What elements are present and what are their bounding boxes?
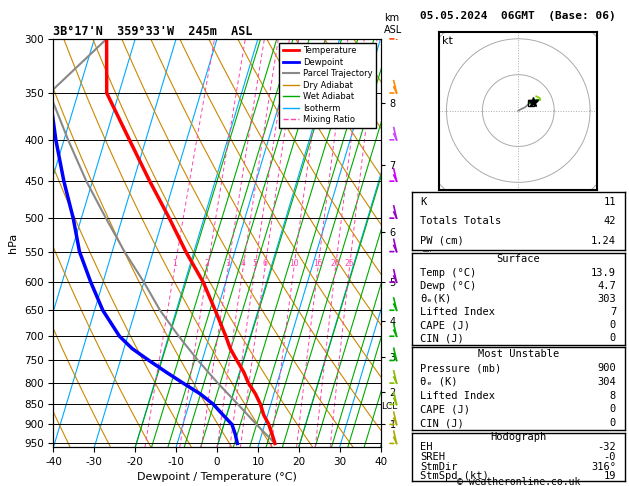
Text: 8: 8 bbox=[610, 391, 616, 400]
Text: 05.05.2024  06GMT  (Base: 06): 05.05.2024 06GMT (Base: 06) bbox=[420, 11, 616, 21]
Text: 900: 900 bbox=[598, 363, 616, 373]
Text: K: K bbox=[421, 197, 426, 207]
Text: StmSpd (kt): StmSpd (kt) bbox=[421, 471, 489, 481]
Text: CIN (J): CIN (J) bbox=[421, 418, 464, 428]
Text: kt: kt bbox=[442, 36, 454, 46]
Text: 5: 5 bbox=[252, 259, 257, 268]
Text: θₑ (K): θₑ (K) bbox=[421, 377, 458, 387]
Text: Lifted Index: Lifted Index bbox=[421, 307, 496, 317]
Text: 304: 304 bbox=[598, 377, 616, 387]
Text: 1: 1 bbox=[172, 259, 177, 268]
Text: 19: 19 bbox=[604, 471, 616, 481]
Text: Dewp (°C): Dewp (°C) bbox=[421, 281, 477, 291]
Text: StmDir: StmDir bbox=[421, 462, 458, 471]
Legend: Temperature, Dewpoint, Parcel Trajectory, Dry Adiabat, Wet Adiabat, Isotherm, Mi: Temperature, Dewpoint, Parcel Trajectory… bbox=[279, 43, 376, 128]
Text: 25: 25 bbox=[344, 259, 354, 268]
Text: © weatheronline.co.uk: © weatheronline.co.uk bbox=[457, 477, 580, 486]
Text: 15: 15 bbox=[313, 259, 323, 268]
Text: 20: 20 bbox=[330, 259, 340, 268]
Text: 10: 10 bbox=[289, 259, 298, 268]
Text: 13.9: 13.9 bbox=[591, 267, 616, 278]
Text: CAPE (J): CAPE (J) bbox=[421, 320, 470, 330]
Text: Totals Totals: Totals Totals bbox=[421, 216, 502, 226]
Text: Mixing Ratio (g/kg): Mixing Ratio (g/kg) bbox=[420, 197, 430, 289]
Text: 0: 0 bbox=[610, 404, 616, 415]
Text: 3B°17'N  359°33'W  245m  ASL: 3B°17'N 359°33'W 245m ASL bbox=[53, 25, 253, 38]
Text: 4.7: 4.7 bbox=[598, 281, 616, 291]
Text: 2: 2 bbox=[205, 259, 209, 268]
Text: 0: 0 bbox=[610, 333, 616, 344]
Text: θₑ(K): θₑ(K) bbox=[421, 294, 452, 304]
Text: -32: -32 bbox=[598, 442, 616, 452]
Text: CIN (J): CIN (J) bbox=[421, 333, 464, 344]
X-axis label: Dewpoint / Temperature (°C): Dewpoint / Temperature (°C) bbox=[137, 472, 297, 483]
Text: 6: 6 bbox=[262, 259, 267, 268]
Text: 3: 3 bbox=[225, 259, 230, 268]
Text: SREH: SREH bbox=[421, 452, 445, 462]
Text: 1.24: 1.24 bbox=[591, 236, 616, 245]
Text: 316°: 316° bbox=[591, 462, 616, 471]
Text: Temp (°C): Temp (°C) bbox=[421, 267, 477, 278]
Text: LCL: LCL bbox=[381, 402, 397, 411]
Text: 0: 0 bbox=[610, 320, 616, 330]
Text: 4: 4 bbox=[240, 259, 245, 268]
Text: Surface: Surface bbox=[496, 254, 540, 264]
Text: 303: 303 bbox=[598, 294, 616, 304]
Text: 7: 7 bbox=[610, 307, 616, 317]
Text: Lifted Index: Lifted Index bbox=[421, 391, 496, 400]
Text: EH: EH bbox=[421, 442, 433, 452]
Y-axis label: hPa: hPa bbox=[8, 233, 18, 253]
Text: 11: 11 bbox=[604, 197, 616, 207]
Text: 0: 0 bbox=[610, 418, 616, 428]
Text: 42: 42 bbox=[604, 216, 616, 226]
Text: Hodograph: Hodograph bbox=[490, 433, 547, 442]
Text: -0: -0 bbox=[604, 452, 616, 462]
Text: PW (cm): PW (cm) bbox=[421, 236, 464, 245]
Text: Most Unstable: Most Unstable bbox=[477, 349, 559, 359]
Text: CAPE (J): CAPE (J) bbox=[421, 404, 470, 415]
Text: Pressure (mb): Pressure (mb) bbox=[421, 363, 502, 373]
Text: km
ASL: km ASL bbox=[384, 13, 402, 35]
